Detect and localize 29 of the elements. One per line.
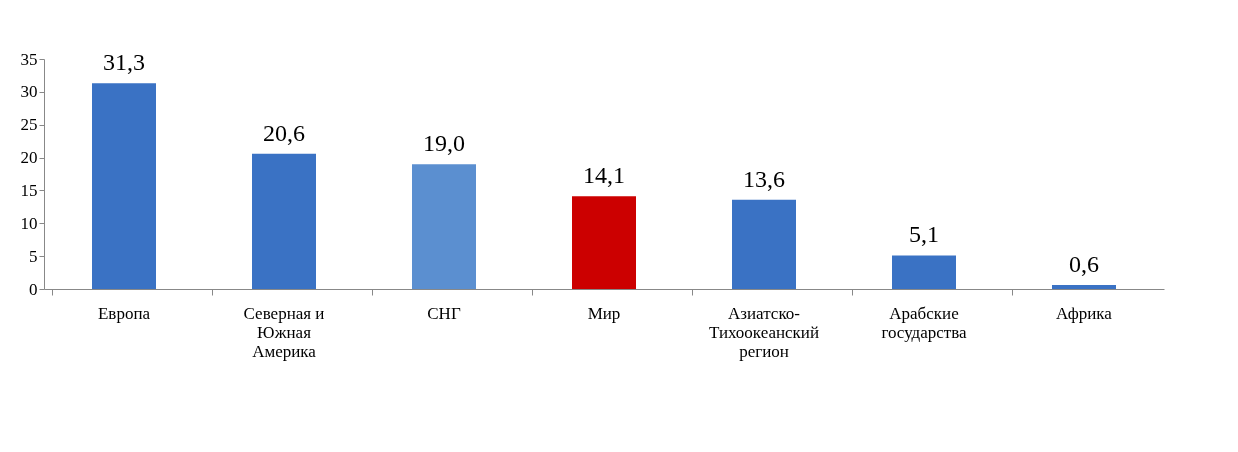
y-tick-label: 35 xyxy=(20,49,38,69)
data-label: 31,3 xyxy=(103,49,145,76)
x-tick-label: Африка xyxy=(1056,303,1113,323)
bar xyxy=(572,196,636,289)
x-tick-label: Северная и Южная Америка xyxy=(243,303,325,361)
bar xyxy=(252,153,316,289)
data-label: 20,6 xyxy=(263,119,305,146)
bar xyxy=(412,164,476,289)
x-tick-label: Мир xyxy=(587,303,621,323)
bar xyxy=(92,83,156,289)
y-tick-label: 5 xyxy=(29,246,38,266)
bar xyxy=(892,255,956,289)
bar xyxy=(732,199,796,289)
data-label: 5,1 xyxy=(909,221,939,248)
data-label: 14,1 xyxy=(583,162,625,189)
y-tick-label: 10 xyxy=(20,213,38,233)
bar xyxy=(1052,285,1116,289)
y-tick-label: 15 xyxy=(20,180,38,200)
y-tick-label: 0 xyxy=(29,279,38,299)
y-tick-label: 20 xyxy=(20,148,38,168)
data-label: 19,0 xyxy=(423,130,465,157)
x-tick-label: Арабские государства xyxy=(881,303,968,342)
y-tick-label: 25 xyxy=(20,115,38,135)
data-label: 13,6 xyxy=(743,165,785,192)
x-tick-label: Азиатско-Тихоокеанский регион xyxy=(708,303,820,361)
x-tick-label: СНГ xyxy=(427,303,461,323)
y-tick-label: 30 xyxy=(20,82,38,102)
data-label: 0,6 xyxy=(1069,251,1099,278)
x-tick-label: Европа xyxy=(97,303,151,323)
